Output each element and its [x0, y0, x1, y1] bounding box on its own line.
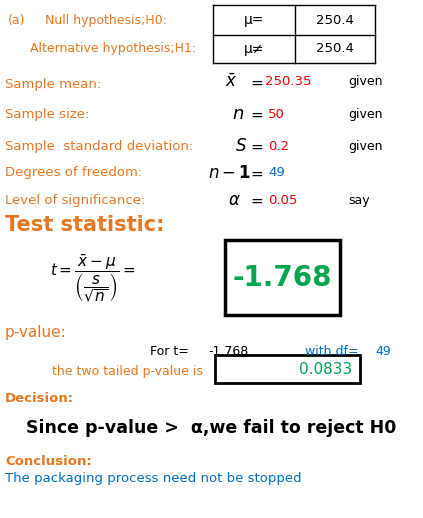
Text: For t=: For t= — [150, 345, 189, 358]
Text: $=$: $=$ — [248, 75, 264, 90]
Text: with df=: with df= — [305, 345, 359, 358]
Text: $\mathit{n}$: $\mathit{n}$ — [232, 105, 244, 123]
Text: (a): (a) — [8, 14, 25, 27]
Text: 250.35: 250.35 — [265, 75, 311, 88]
Text: the two tailed p-value is: the two tailed p-value is — [52, 365, 203, 378]
Text: The packaging process need not be stopped: The packaging process need not be stoppe… — [5, 472, 302, 485]
Text: Conclusion:: Conclusion: — [5, 455, 92, 468]
Text: $t = \dfrac{\bar{x} - \mu}{\left(\dfrac{s}{\sqrt{n}}\right)} =$: $t = \dfrac{\bar{x} - \mu}{\left(\dfrac{… — [50, 252, 135, 304]
Text: -1.768: -1.768 — [233, 264, 332, 292]
Text: Null hypothesis;H0:: Null hypothesis;H0: — [45, 14, 167, 27]
Text: given: given — [348, 75, 382, 88]
Text: 50: 50 — [268, 108, 285, 121]
Text: given: given — [348, 140, 382, 153]
Text: μ≠: μ≠ — [244, 42, 264, 56]
Text: say: say — [348, 194, 370, 207]
Text: Sample  standard deviation:: Sample standard deviation: — [5, 140, 193, 153]
Text: $=$: $=$ — [248, 107, 264, 122]
Text: $\alpha$: $\alpha$ — [228, 191, 241, 209]
Text: $\mathit{S}$: $\mathit{S}$ — [235, 137, 247, 155]
Text: $=$: $=$ — [248, 193, 264, 208]
Text: Test statistic:: Test statistic: — [5, 215, 165, 235]
Text: 49: 49 — [268, 166, 285, 179]
Text: p-value:: p-value: — [5, 325, 67, 340]
Text: 49: 49 — [375, 345, 391, 358]
Text: Decision:: Decision: — [5, 392, 74, 405]
Text: $=$: $=$ — [248, 165, 264, 180]
Text: Degrees of freedom:: Degrees of freedom: — [5, 166, 142, 179]
Text: 0.2: 0.2 — [268, 140, 289, 153]
Text: 0.0833: 0.0833 — [299, 362, 352, 377]
Text: 250.4: 250.4 — [316, 13, 354, 26]
Text: Level of significance:: Level of significance: — [5, 194, 146, 207]
Text: $\bar{\mathit{x}}$: $\bar{\mathit{x}}$ — [225, 73, 237, 91]
Text: given: given — [348, 108, 382, 121]
Text: Sample size:: Sample size: — [5, 108, 89, 121]
FancyBboxPatch shape — [225, 240, 340, 315]
FancyBboxPatch shape — [215, 355, 360, 383]
Text: $=$: $=$ — [248, 138, 264, 153]
Text: 250.4: 250.4 — [316, 42, 354, 55]
Text: -1.768: -1.768 — [208, 345, 248, 358]
Text: $\mathit{n}-\mathbf{1}$: $\mathit{n}-\mathbf{1}$ — [208, 164, 251, 182]
Text: 0.05: 0.05 — [268, 194, 297, 207]
Text: Alternative hypothesis;H1:: Alternative hypothesis;H1: — [30, 42, 196, 55]
Text: Sample mean:: Sample mean: — [5, 78, 101, 91]
Text: Since p-value >  α,we fail to reject H0: Since p-value > α,we fail to reject H0 — [26, 419, 397, 437]
Text: μ=: μ= — [244, 13, 264, 27]
